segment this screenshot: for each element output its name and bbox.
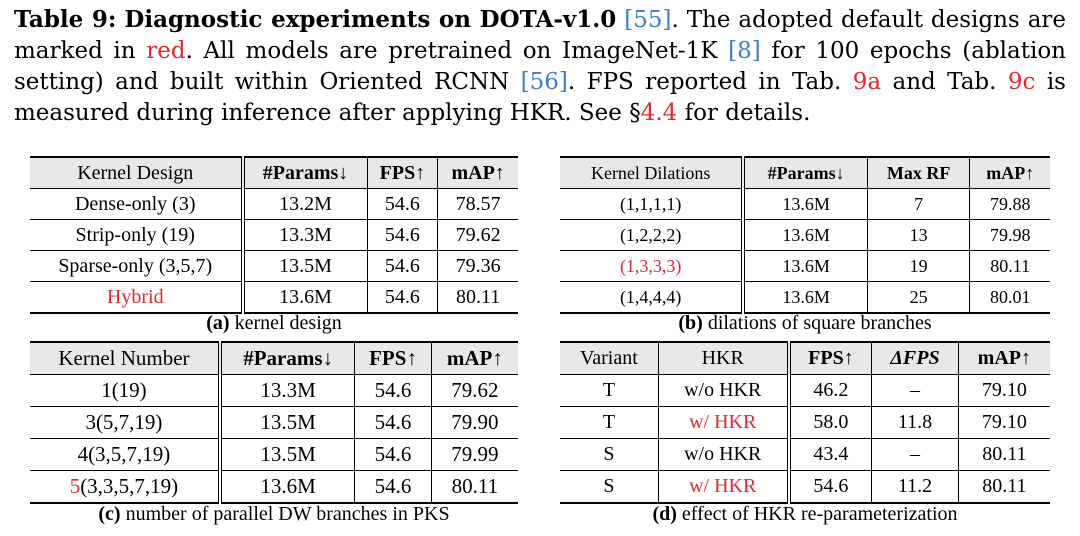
column-header: mAP↑ (958, 341, 1050, 375)
subcaption-b: (b) dilations of square branches (678, 312, 932, 334)
column-header: FPS↑ (788, 341, 873, 375)
citation-rcnn[interactable]: [56] (520, 69, 568, 95)
column-header: Variant (560, 341, 659, 375)
panel-d: Variant HKR FPS↑ ΔFPS mAP↑ T w/o HKR 46.… (560, 341, 1050, 504)
link-section-4-4[interactable]: 4.4 (640, 100, 678, 126)
default-design-cell: w/ HKR (658, 470, 791, 504)
table-row: Sparse-only (3,5,7) 13.5M 54.6 79.36 (30, 250, 518, 282)
table-row: (1,2,2,2) 13.6M 13 79.98 (560, 219, 1050, 251)
table-row: 4(3,5,7,19) 13.5M 54.6 79.99 (30, 438, 518, 471)
column-header: mAP↑ (431, 341, 518, 375)
table-row: (1,4,4,4) 13.6M 25 80.01 (560, 281, 1050, 314)
column-header: #Params↓ (743, 156, 868, 189)
panel-a: Kernel Design #Params↓ FPS↑ mAP↑ Dense-o… (30, 156, 518, 314)
table-kernel-design: Kernel Design #Params↓ FPS↑ mAP↑ Dense-o… (30, 156, 518, 314)
column-header: ΔFPS (871, 341, 959, 375)
subcaption-d: (d) effect of HKR re-parameterization (652, 503, 958, 525)
column-header: Kernel Dilations (560, 156, 746, 189)
column-header: Kernel Design (30, 156, 245, 189)
column-header: Max RF (867, 156, 971, 189)
default-design-cell: 5(3,3,5,7,19) (30, 470, 222, 504)
column-header: FPS↑ (354, 341, 432, 375)
panel-c: Kernel Number #Params↓ FPS↑ mAP↑ 1(19) 1… (30, 341, 518, 504)
table-label: Table 9: (14, 6, 117, 33)
citation-imagenet[interactable]: [8] (728, 38, 761, 64)
column-header: #Params↓ (219, 341, 356, 375)
default-design-cell: Hybrid (30, 281, 245, 314)
table-caption: Table 9: Diagnostic experiments on DOTA-… (14, 6, 1067, 126)
table-kernel-dilations: Kernel Dilations #Params↓ Max RF mAP↑ (1… (560, 156, 1050, 314)
column-header: mAP↑ (969, 156, 1050, 189)
table-row: (1,1,1,1) 13.6M 7 79.88 (560, 188, 1050, 220)
table-row: S w/o HKR 43.4 – 80.11 (560, 438, 1050, 471)
column-header: FPS↑ (367, 156, 439, 189)
table-row: 1(19) 13.3M 54.6 79.62 (30, 374, 518, 407)
subcaption-c: (c) number of parallel DW branches in PK… (98, 503, 450, 525)
subcaption-a: (a) kernel design (206, 312, 342, 334)
link-table-9c[interactable]: 9c (1007, 69, 1036, 95)
table-title: Diagnostic experiments on DOTA-v1.0 (124, 6, 617, 33)
table-row: Dense-only (3) 13.2M 54.6 78.57 (30, 188, 518, 220)
default-design-cell: w/ HKR (658, 406, 791, 439)
default-design-cell: (1,3,3,3) (560, 250, 746, 282)
table-row: (1,3,3,3) 13.6M 19 80.11 (560, 250, 1050, 282)
citation-dota[interactable]: [55] (624, 7, 672, 33)
table-row: S w/ HKR 54.6 11.2 80.11 (560, 470, 1050, 504)
panel-b: Kernel Dilations #Params↓ Max RF mAP↑ (1… (560, 156, 1050, 314)
table-kernel-number: Kernel Number #Params↓ FPS↑ mAP↑ 1(19) 1… (30, 341, 518, 504)
column-header: HKR (658, 341, 791, 375)
red-word: red (146, 38, 186, 64)
column-header: mAP↑ (437, 156, 518, 189)
link-table-9a[interactable]: 9a (852, 69, 882, 95)
table-row: T w/ HKR 58.0 11.8 79.10 (560, 406, 1050, 439)
table-hkr-effect: Variant HKR FPS↑ ΔFPS mAP↑ T w/o HKR 46.… (560, 341, 1050, 504)
column-header: Kernel Number (30, 341, 222, 375)
table-row: Hybrid 13.6M 54.6 80.11 (30, 281, 518, 314)
table-row: T w/o HKR 46.2 – 79.10 (560, 374, 1050, 407)
table-row: 3(5,7,19) 13.5M 54.6 79.90 (30, 406, 518, 439)
table-row: Strip-only (19) 13.3M 54.6 79.62 (30, 219, 518, 251)
column-header: #Params↓ (242, 156, 368, 189)
table-row: 5(3,3,5,7,19) 13.6M 54.6 80.11 (30, 470, 518, 504)
